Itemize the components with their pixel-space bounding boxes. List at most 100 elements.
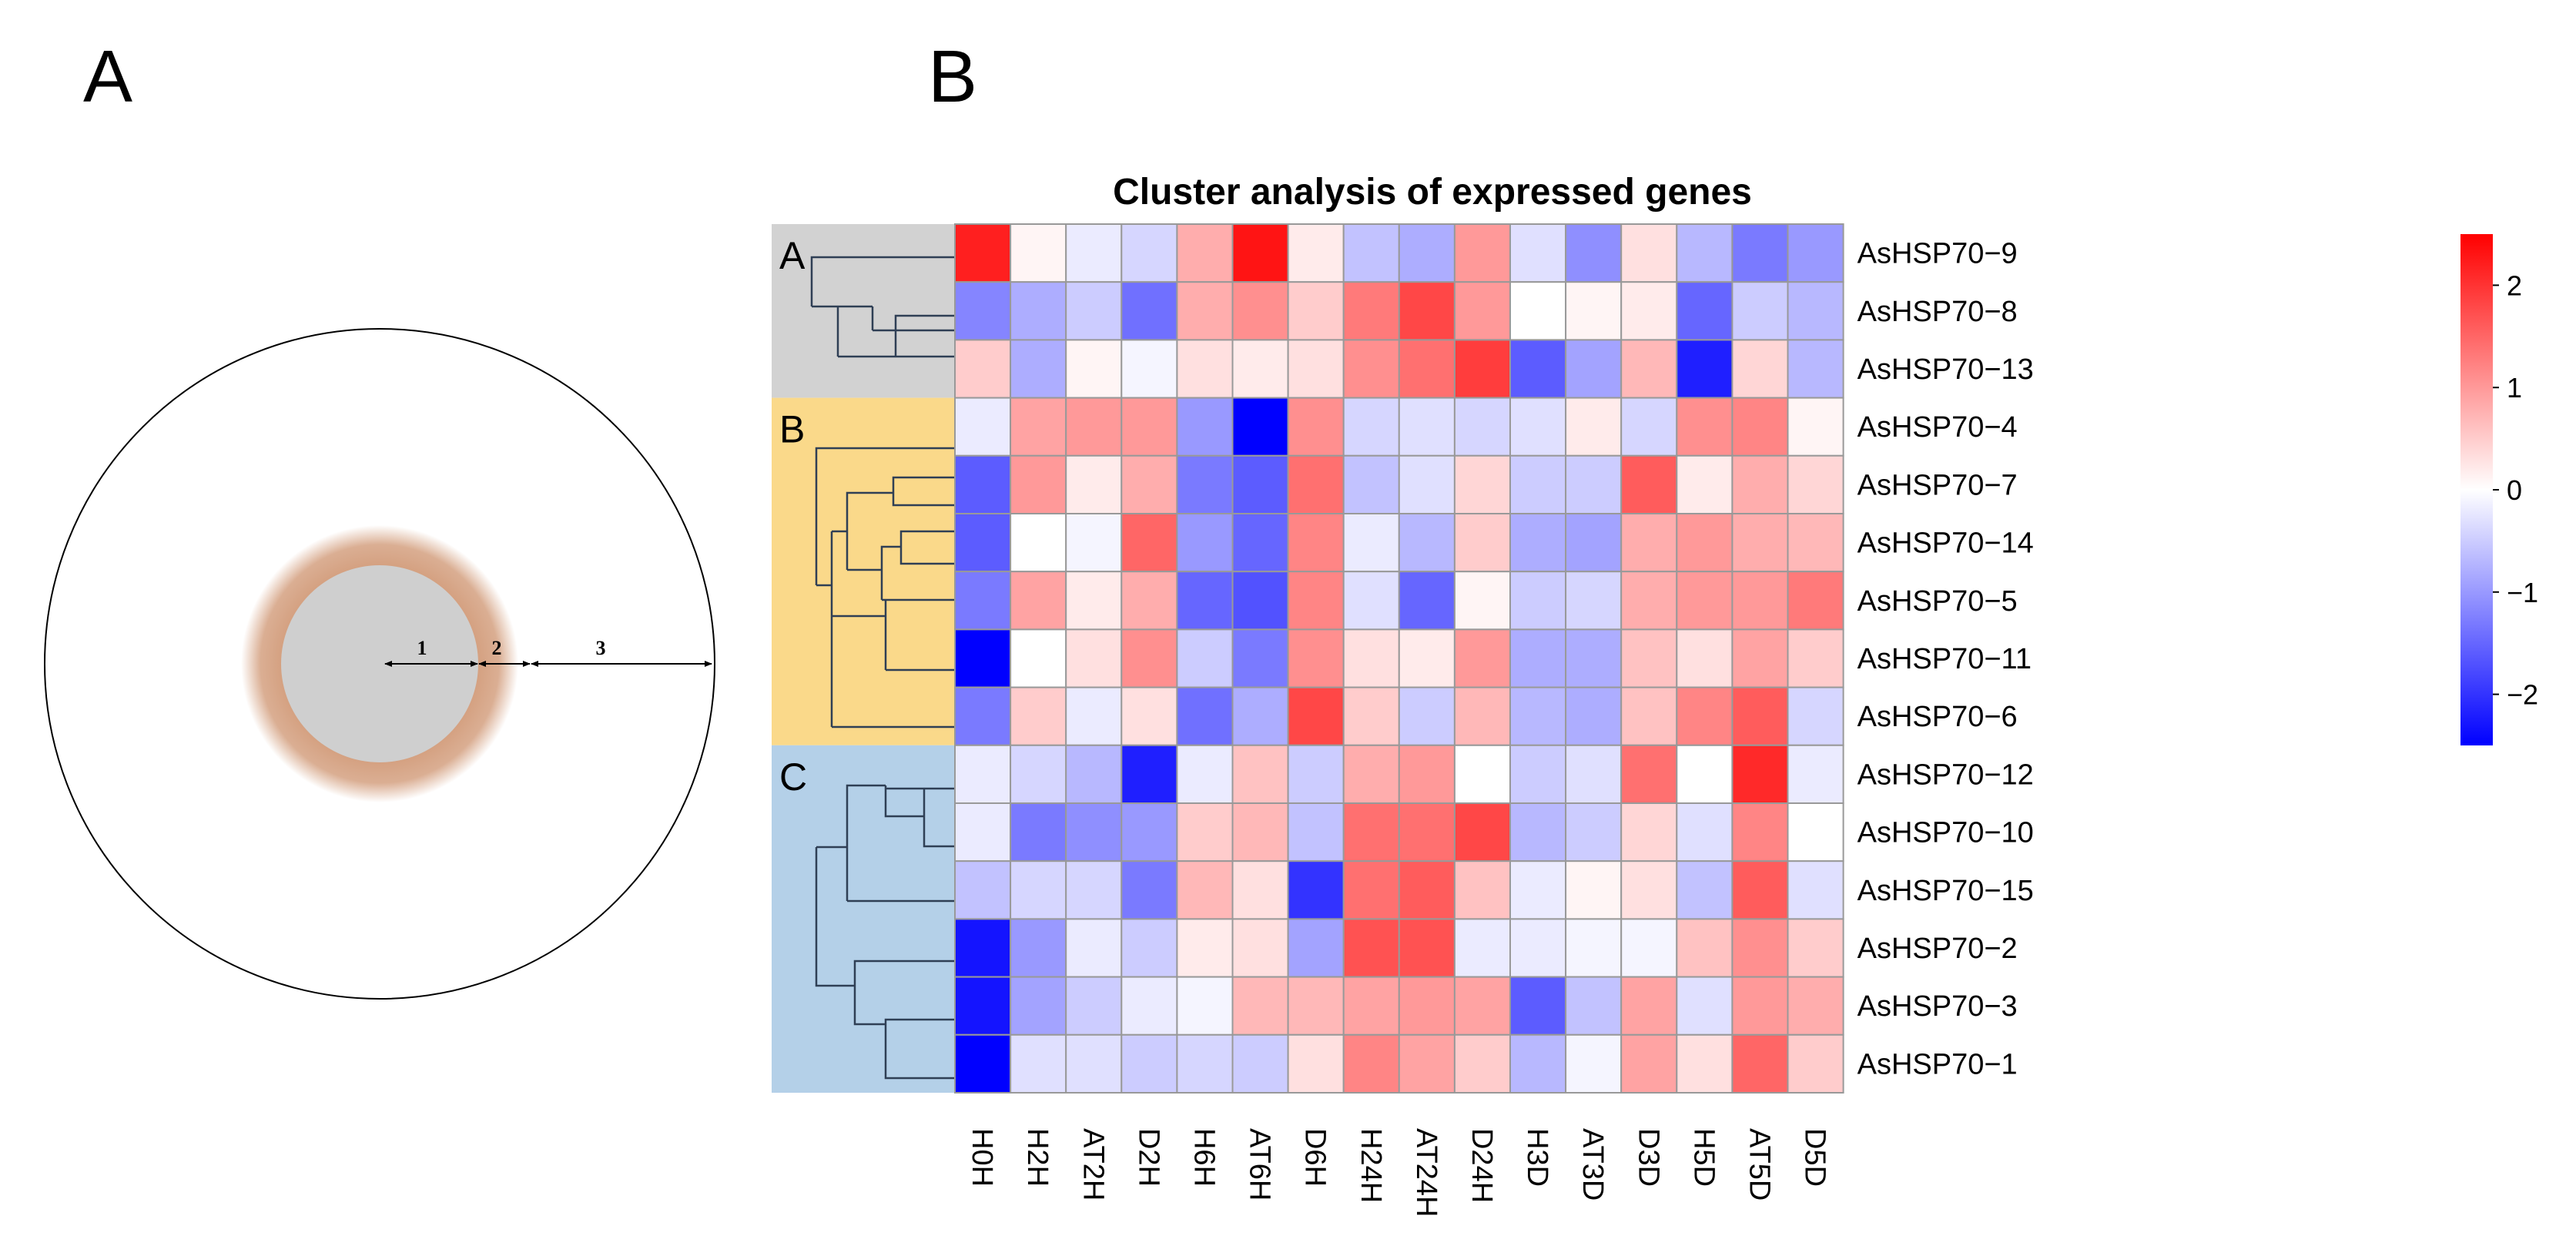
heatmap-cell (1231, 976, 1289, 1036)
heatmap-cell (1453, 223, 1512, 283)
heatmap-cell (954, 802, 1012, 862)
heatmap-cell (1787, 918, 1844, 978)
heatmap-cell (1565, 223, 1623, 283)
heatmap-cell (1676, 454, 1734, 514)
heatmap-cell (1398, 976, 1455, 1036)
cluster-bands (772, 224, 955, 1093)
heatmap-cell (1231, 339, 1289, 399)
heatmap-cell (1342, 686, 1400, 746)
heatmap-cell (1453, 744, 1512, 804)
distance-label-1: 1 (417, 637, 427, 659)
col-label: H5D (1687, 1128, 1720, 1187)
heatmap-cell (1453, 397, 1512, 457)
heatmap-cell (1787, 397, 1844, 457)
heatmap-cell (1787, 976, 1844, 1036)
heatmap-cell (1620, 918, 1678, 978)
heatmap-cell (1176, 223, 1234, 283)
heatmap-cell (1010, 686, 1067, 746)
heatmap-cell (1620, 802, 1678, 862)
heatmap-cell (1565, 397, 1623, 457)
heatmap-cell (1453, 339, 1512, 399)
heatmap-cell (1565, 686, 1623, 746)
heatmap-cell (1509, 281, 1567, 341)
cluster-band-b (772, 397, 955, 745)
heatmap-cell (1787, 571, 1844, 631)
heatmap-cell (1231, 686, 1289, 746)
heatmap-cell (1065, 454, 1123, 514)
heatmap-cell (1787, 223, 1844, 283)
heatmap-cell (1065, 918, 1123, 978)
heatmap-cell (1287, 339, 1345, 399)
heatmap-cell (1231, 802, 1289, 862)
heatmap-cell (1176, 976, 1234, 1036)
heatmap-cell (1287, 976, 1345, 1036)
heatmap-cell (1676, 628, 1734, 688)
heatmap-cell (1065, 744, 1123, 804)
heatmap-cell (1287, 860, 1345, 920)
heatmap-cell (1010, 860, 1067, 920)
col-labels: H0H H2H AT2H D2H H6H AT6H D6H H24H AT24H D24H H3D A… (966, 1128, 1831, 1217)
heatmap-cell (1010, 976, 1067, 1036)
cluster-band-a (772, 224, 955, 398)
diagram-panel: 1 2 3 (44, 328, 715, 1000)
heatmap-cell (1176, 339, 1234, 399)
heatmap-cell (1731, 744, 1789, 804)
heatmap-cell (1287, 223, 1345, 283)
cluster-label-c: C (779, 755, 807, 799)
heatmap-cell (1620, 976, 1678, 1036)
heatmap-cell (1398, 802, 1455, 862)
heatmap-cell (1731, 802, 1789, 862)
heatmap-cell (1231, 281, 1289, 341)
distance-label-2: 2 (492, 637, 502, 659)
heatmap-cell (1010, 397, 1067, 457)
heatmap-cell (954, 1033, 1012, 1094)
color-legend: 2 1 0 −1 −2 (2460, 234, 2538, 745)
heatmap-cell (1065, 397, 1123, 457)
heatmap-cell (1287, 686, 1345, 746)
heatmap-cell (1676, 860, 1734, 920)
heatmap-cell (954, 339, 1012, 399)
heatmap-cell (1121, 976, 1178, 1036)
heatmap-cell (1121, 744, 1178, 804)
heatmap-cell (1676, 339, 1734, 399)
heatmap-cell (1342, 860, 1400, 920)
chart-title: Cluster analysis of expressed genes (1113, 172, 1752, 213)
heatmap-cell (1676, 513, 1734, 573)
heatmap-cell (1176, 744, 1234, 804)
cluster-labels: A B C (779, 234, 807, 799)
heatmap-cell (1453, 976, 1512, 1036)
heatmap-cell (1342, 1033, 1400, 1094)
heatmap-cell (1231, 918, 1289, 978)
heatmap-cell (1398, 686, 1455, 746)
heatmap-cell (1453, 918, 1512, 978)
heatmap-cell (1398, 1033, 1455, 1094)
legend-ticks: 2 1 0 −1 −2 (2493, 270, 2538, 711)
heatmap-cell (1065, 281, 1123, 341)
row-label: AsHSP70−10 (1857, 817, 2034, 849)
dendrogram-branch (815, 784, 955, 1080)
col-label: D5D (1799, 1128, 1831, 1187)
heatmap-cell (1731, 571, 1789, 631)
col-label: H0H (966, 1128, 998, 1187)
heatmap-cell (1509, 397, 1567, 457)
heatmap-cell (1342, 397, 1400, 457)
heatmap-cell (1509, 628, 1567, 688)
heatmap-cell (1010, 281, 1067, 341)
heatmap-cell (954, 686, 1012, 746)
dendrogram-branch (810, 256, 955, 358)
heatmap-cell (1620, 281, 1678, 341)
heatmap-cell (1176, 281, 1234, 341)
heatmap-cell (1121, 860, 1178, 920)
heatmap-cell (1231, 397, 1289, 457)
heatmap-cell (1010, 223, 1067, 283)
heatmap-cell (1287, 513, 1345, 573)
heatmap-cell (1453, 860, 1512, 920)
heatmap-cell (954, 281, 1012, 341)
legend-tick-label: 1 (2507, 372, 2522, 404)
row-label: AsHSP70−3 (1857, 990, 2018, 1023)
heatmap-cell (1565, 454, 1623, 514)
heatmap-cell (1287, 571, 1345, 631)
row-label: AsHSP70−2 (1857, 933, 2018, 965)
heatmap-cell (1620, 513, 1678, 573)
